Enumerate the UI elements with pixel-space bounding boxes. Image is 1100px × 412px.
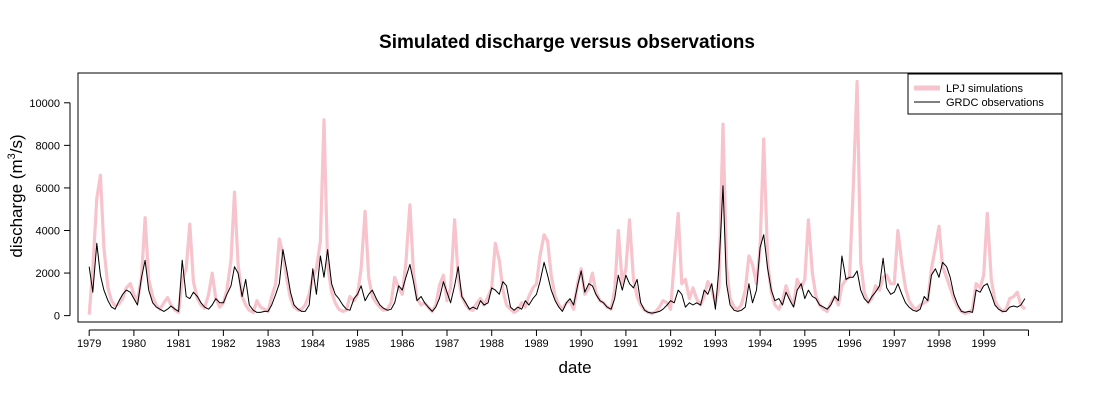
series-layer [87,79,1027,316]
x-tick-label: 1985 [345,338,369,350]
plot-frame [77,72,1063,323]
x-tick-label: 1991 [614,338,638,350]
legend-box [907,73,1063,115]
plot-area [77,72,1063,323]
series-line-lpj-simulations [87,79,1027,316]
x-tick-label: 1996 [837,338,861,350]
x-tick-label: 1988 [479,338,503,350]
y-axis-label-superscript: 3 [6,153,18,159]
x-tick-label: 1981 [166,338,190,350]
x-tick-label: 1989 [524,338,548,350]
legend: LPJ simulations GRDC observations [907,73,1063,115]
x-tick-label: 1984 [301,338,325,350]
y-tick-label: 4000 [36,225,60,237]
legend-label-grdc: GRDC observations [946,97,1044,109]
x-tick-label: 1979 [77,338,101,350]
x-tick-label: 1980 [122,338,146,350]
y-tick-label: 10000 [29,98,60,110]
x-axis: 1979 1980 1981 1982 1983 1984 1985 1986 1987 1988… [77,329,1029,350]
chart-title: Simulated discharge versus observations [379,32,755,53]
series-line-grdc-observations [88,185,1026,314]
y-axis-label: discharge (m3/s) [6,134,26,257]
y-axis-label-unit: /s) [7,134,26,153]
x-tick-label: 1999 [971,338,995,350]
x-tick-label: 1994 [748,338,772,350]
x-tick-label: 1987 [435,338,459,350]
y-axis: 0 2000 4000 6000 8000 10000 [29,98,71,323]
y-axis-label-main: discharge (m [7,159,26,257]
x-tick-label: 1993 [703,338,727,350]
y-tick-label: 2000 [36,268,60,280]
x-tick-label: 1998 [927,338,951,350]
y-tick-label: 6000 [36,183,60,195]
x-tick-label: 1982 [211,338,235,350]
x-tick-label: 1997 [882,338,906,350]
y-tick-label: 8000 [36,140,60,152]
y-tick-label: 0 [54,311,60,323]
x-axis-label: date [558,358,591,377]
legend-label-lpj: LPJ simulations [946,83,1024,95]
x-tick-label: 1992 [658,338,682,350]
x-tick-label: 1995 [793,338,817,350]
x-tick-label: 1983 [256,338,280,350]
x-tick-label: 1986 [390,338,414,350]
x-tick-label: 1990 [569,338,593,350]
